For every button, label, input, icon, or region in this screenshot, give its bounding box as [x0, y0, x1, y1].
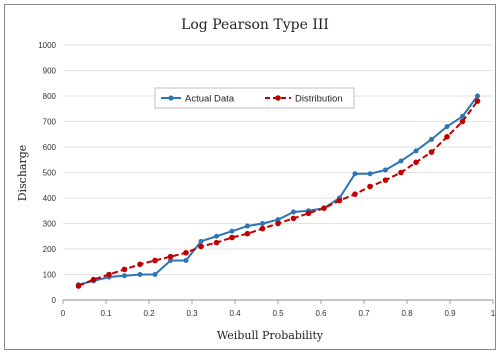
- x-tick-label: 0.4: [229, 309, 241, 318]
- data-point-distribution: [444, 134, 450, 140]
- x-tick-label: 0.3: [186, 309, 198, 318]
- data-point-actual-data: [275, 217, 281, 223]
- data-point-actual-data: [214, 233, 220, 239]
- data-point-distribution: [275, 220, 281, 227]
- grid: [62, 44, 494, 304]
- data-point-actual-data: [121, 273, 127, 279]
- data-point-distribution: [152, 257, 158, 264]
- data-point-distribution: [428, 149, 435, 155]
- data-point-actual-data: [183, 257, 189, 263]
- data-point-distribution: [398, 169, 404, 176]
- legend: Actual Data Distribution: [154, 87, 355, 109]
- data-point-distribution: [413, 159, 419, 166]
- data-point-actual-data: [229, 228, 235, 234]
- y-tick-label: 0: [52, 296, 57, 305]
- data-point-distribution: [382, 177, 389, 183]
- y-tick-label: 300: [43, 220, 57, 229]
- data-point-actual-data: [413, 148, 419, 154]
- x-axis-label: Weibull Probability: [217, 329, 324, 342]
- data-point-actual-data: [398, 158, 404, 164]
- data-point-actual-data: [244, 223, 250, 229]
- tick-labels: 0 100 200 300 400 500 600 700 800 900 1000 0 0.1 0.2 0…: [38, 41, 496, 318]
- x-tick-label: 0.9: [444, 309, 456, 318]
- x-tick-label: 0.7: [358, 309, 370, 318]
- legend-marker-distribution: [275, 95, 281, 101]
- data-point-distribution: [198, 243, 204, 250]
- data-point-distribution: [106, 271, 112, 278]
- y-tick-label: 900: [43, 67, 57, 76]
- data-point-actual-data: [152, 272, 158, 277]
- data-point-distribution: [90, 276, 97, 283]
- y-axis-label: Discharge: [16, 145, 29, 202]
- data-point-actual-data: [260, 221, 266, 226]
- data-point-distribution: [459, 118, 466, 125]
- data-point-actual-data: [383, 167, 388, 173]
- y-tick-label: 400: [43, 194, 57, 203]
- data-point-distribution: [75, 283, 82, 289]
- data-point-distribution: [213, 239, 220, 246]
- y-tick-label: 700: [43, 118, 57, 127]
- chart-title: Log Pearson Type III: [181, 17, 329, 33]
- data-point-distribution: [474, 98, 481, 104]
- data-point-actual-data: [137, 272, 143, 277]
- series-line-distribution: [78, 100, 479, 287]
- data-point-distribution: [352, 191, 358, 197]
- y-tick-label: 1000: [38, 41, 56, 50]
- data-point-distribution: [137, 261, 143, 268]
- x-tick-label: 0.5: [272, 309, 284, 318]
- x-tick-label: 0.8: [401, 309, 413, 318]
- data-point-actual-data: [352, 171, 358, 177]
- series-line-actual-data: [78, 95, 479, 286]
- data-point-actual-data: [367, 171, 373, 177]
- y-tick-label: 200: [43, 245, 57, 254]
- series-layer: [75, 93, 481, 289]
- data-point-distribution: [305, 210, 312, 217]
- chart: 0 100 200 300 400 500 600 700 800 900 1000 0 0.1 0.2 0…: [16, 17, 496, 342]
- data-point-actual-data: [168, 257, 173, 263]
- data-point-distribution: [229, 234, 235, 241]
- data-point-actual-data: [475, 93, 481, 99]
- data-point-actual-data: [290, 209, 296, 215]
- x-tick-label: 0.1: [100, 309, 112, 318]
- data-point-actual-data: [429, 136, 435, 142]
- legend-label-distribution: Distribution: [295, 94, 343, 105]
- data-point-actual-data: [198, 238, 204, 244]
- legend-marker-actual: [168, 95, 174, 101]
- data-point-distribution: [290, 215, 297, 222]
- x-tick-label: 0: [61, 309, 66, 318]
- y-tick-label: 500: [43, 169, 57, 178]
- data-point-distribution: [183, 250, 189, 256]
- data-point-distribution: [244, 230, 251, 237]
- legend-box: [154, 87, 355, 109]
- data-point-distribution: [321, 205, 327, 211]
- data-point-distribution: [336, 197, 343, 204]
- x-tick-label: 0.2: [143, 309, 155, 318]
- data-point-actual-data: [444, 124, 450, 130]
- data-point-distribution: [259, 225, 266, 232]
- data-point-distribution: [121, 266, 128, 273]
- data-point-distribution: [167, 253, 174, 260]
- y-tick-label: 800: [43, 92, 57, 101]
- x-tick-label: 1: [491, 309, 496, 318]
- data-point-actual-data: [459, 113, 465, 119]
- data-point-distribution: [367, 183, 373, 190]
- chart-frame: 0 100 200 300 400 500 600 700 800 900 1000 0 0.1 0.2 0…: [4, 4, 496, 350]
- y-tick-label: 600: [43, 143, 57, 152]
- y-tick-label: 100: [43, 271, 57, 280]
- legend-label-actual: Actual Data: [185, 94, 235, 105]
- x-tick-label: 0.6: [315, 309, 327, 318]
